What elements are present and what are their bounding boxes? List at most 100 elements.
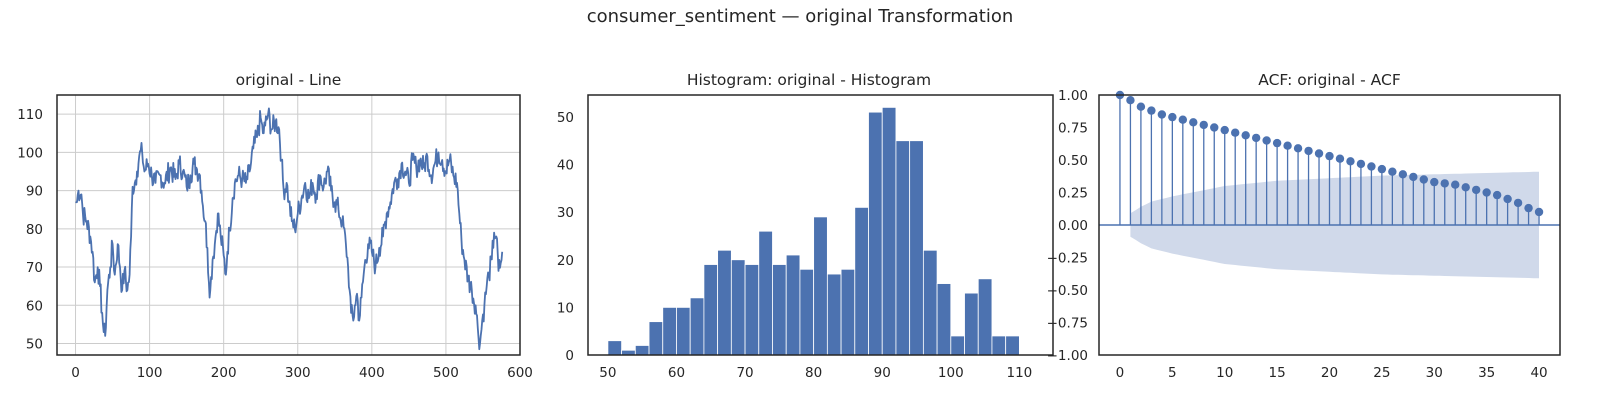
acf-xtick-label: 35: [1478, 365, 1495, 381]
histogram-bar: [730, 259, 746, 356]
acf-point: [1136, 102, 1146, 111]
histogram-bar: [991, 335, 1007, 356]
histogram-bar: [648, 321, 664, 356]
acf-point: [1356, 159, 1366, 169]
acf-ytick-label: 0.75: [1058, 121, 1088, 137]
histogram-bar: [909, 140, 924, 356]
acf-point: [1367, 162, 1376, 171]
line-xtick-label: 600: [507, 365, 533, 381]
acf-ytick-label: 1.00: [1058, 88, 1088, 104]
acf-xtick-label: 15: [1269, 365, 1286, 381]
histogram-ytick-label: 20: [557, 253, 574, 269]
histogram-bar: [881, 106, 897, 356]
line-ytick-label: 60: [26, 298, 43, 314]
line-xtick-label: 500: [433, 365, 459, 381]
histogram-panel-ticks: 50 60 70 80 90 100 110 0 10 20 30 40 50: [557, 110, 1032, 381]
acf-point: [1419, 175, 1428, 184]
acf-point: [1492, 190, 1502, 200]
acf-panel-data: [1099, 90, 1560, 279]
line-ytick-label: 80: [26, 222, 43, 238]
acf-point: [1440, 179, 1449, 188]
acf-point: [1272, 138, 1282, 148]
line-ytick-label: 50: [26, 337, 43, 353]
acf-ytick-label: 0.50: [1058, 153, 1088, 169]
acf-panel-title: ACF: original - ACF: [1258, 71, 1401, 89]
acf-point: [1262, 136, 1271, 145]
histogram-panel-title: Histogram: original - Histogram: [687, 71, 931, 89]
acf-point: [1377, 164, 1387, 174]
line-ytick-label: 90: [26, 184, 43, 200]
acf-point: [1398, 170, 1408, 179]
acf-point: [1482, 188, 1491, 197]
acf-point: [1168, 112, 1177, 122]
histogram-bar: [964, 292, 979, 356]
histogram-bar: [744, 264, 760, 356]
acf-point: [1220, 125, 1229, 135]
acf-point: [1251, 133, 1261, 143]
histogram-xtick-label: 70: [736, 365, 753, 381]
histogram-xtick-label: 100: [938, 365, 964, 381]
acf-point: [1335, 154, 1345, 163]
acf-point: [1304, 146, 1313, 156]
acf-point: [1325, 151, 1334, 161]
acf-point: [1178, 115, 1188, 124]
acf-point: [1210, 123, 1219, 132]
line-xtick-label: 300: [285, 365, 311, 381]
histogram-bar: [854, 206, 869, 356]
acf-point: [1534, 207, 1544, 217]
acf-xtick-label: 40: [1530, 365, 1547, 381]
acf-point: [1461, 183, 1470, 192]
histogram-ytick-label: 50: [557, 110, 574, 126]
line-xtick-label: 0: [71, 365, 80, 381]
acf-xtick-label: 0: [1116, 365, 1125, 381]
histogram-bar: [950, 335, 965, 356]
histogram-xtick-label: 110: [1007, 365, 1033, 381]
histogram-bar: [977, 278, 993, 356]
histogram-bar: [799, 268, 815, 356]
acf-point: [1126, 96, 1135, 105]
acf-ytick-label: −0.25: [1047, 251, 1088, 267]
histogram-ytick-label: 30: [557, 205, 574, 221]
histogram-bar: [895, 140, 911, 356]
acf-point: [1524, 203, 1533, 213]
acf-point: [1241, 131, 1250, 140]
acf-ytick-label: 0.00: [1058, 218, 1088, 234]
histogram-bar: [840, 268, 856, 356]
histogram-ytick-label: 40: [557, 158, 574, 174]
histogram-xtick-label: 80: [805, 365, 822, 381]
histogram-bar: [922, 249, 938, 356]
histogram-bar: [813, 216, 828, 356]
acf-xtick-label: 5: [1168, 365, 1177, 381]
line-panel-ticks: 0 100 200 300 400 500 600 50 60 70 80 90 100 110: [17, 107, 533, 381]
line-series-path: [75, 107, 504, 351]
acf-panel-frame: [1098, 94, 1561, 356]
acf-panel-ticks: 0 5 10 15 20 25 30 35 40 −1.00 −0.75 −0.50 −0.25 0.00…: [1047, 88, 1548, 381]
figure-suptitle: consumer_sentiment — original Transforma…: [587, 6, 1014, 27]
line-panel-frame: [56, 94, 521, 356]
acf-point: [1388, 167, 1397, 176]
acf-xtick-label: 20: [1321, 365, 1338, 381]
histogram-bar: [1005, 335, 1020, 356]
acf-point: [1157, 110, 1167, 119]
histogram-xtick-label: 50: [599, 365, 616, 381]
acf-point: [1409, 172, 1418, 182]
histogram-bar: [676, 306, 691, 356]
histogram-ytick-label: 0: [565, 348, 574, 364]
acf-point: [1451, 180, 1460, 189]
acf-panel: ACF: original - ACF 0 5 10 15 20 25 30 35 40 −1.0…: [1047, 71, 1561, 381]
histogram-bar: [717, 249, 732, 356]
histogram-panel-frame: [587, 94, 1054, 356]
histogram-bar: [634, 345, 650, 356]
acf-xtick-label: 25: [1373, 365, 1390, 381]
line-xtick-label: 100: [137, 365, 163, 381]
histogram-panel: Histogram: original - Histogram 50 60 70 80…: [557, 71, 1054, 381]
acf-point: [1314, 149, 1324, 158]
acf-point: [1513, 198, 1523, 208]
histogram-bar: [703, 264, 719, 356]
histogram-bar: [868, 111, 883, 356]
acf-point: [1231, 128, 1240, 137]
acf-point: [1189, 118, 1198, 127]
histogram-bar: [826, 273, 842, 356]
acf-point: [1199, 120, 1208, 130]
line-ytick-label: 100: [17, 145, 43, 161]
